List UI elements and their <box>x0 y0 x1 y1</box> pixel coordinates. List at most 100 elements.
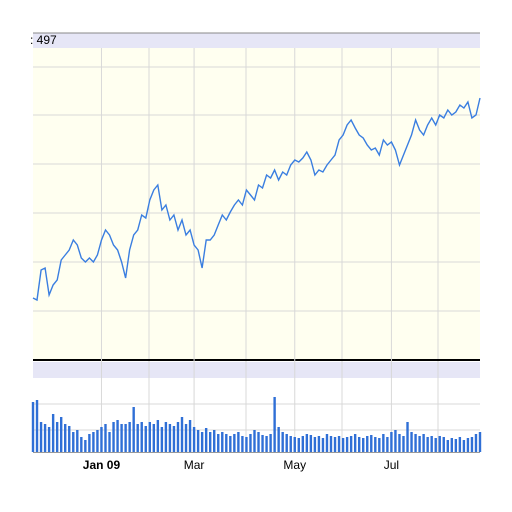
volume-bar <box>410 432 413 452</box>
volume-bar <box>345 437 349 452</box>
volume-bar <box>51 414 55 452</box>
volume-bar <box>229 436 232 452</box>
volume-bar <box>100 427 103 452</box>
volume-bar <box>341 438 345 452</box>
volume-bar <box>257 432 260 452</box>
volume-bar <box>406 422 409 452</box>
volume-bar <box>353 434 357 452</box>
volume-bar <box>470 437 474 452</box>
volume-bar <box>217 434 220 452</box>
volume-bar <box>136 424 139 452</box>
volume-bar <box>442 437 445 452</box>
volume-bar <box>88 434 91 452</box>
volume-bar <box>329 436 333 452</box>
price-line <box>32 97 481 302</box>
plot-area <box>33 48 480 360</box>
volume-bar <box>116 420 119 452</box>
volume-bar <box>317 436 321 452</box>
volume-bar <box>462 440 466 452</box>
volume-bar <box>43 424 47 452</box>
volume-bar <box>108 432 111 452</box>
volume-bar <box>293 437 296 452</box>
volume-bar <box>31 402 35 452</box>
volume-bar <box>321 438 325 452</box>
volume-bar <box>418 436 421 452</box>
volume-bar <box>458 437 462 452</box>
volume-bar <box>349 436 353 452</box>
volume-bar <box>176 422 180 452</box>
volume-bar <box>128 422 131 452</box>
volume-bar <box>370 435 373 452</box>
volume-bar <box>233 434 236 452</box>
volume-bar <box>454 439 458 452</box>
volume-bar <box>337 436 341 452</box>
volume-bar <box>196 430 200 452</box>
volume-bar <box>414 434 417 452</box>
volume-bar <box>180 417 184 452</box>
volume-bar <box>313 437 317 452</box>
volume-bar <box>55 422 59 452</box>
volume-bar <box>305 434 309 452</box>
volume-bar <box>80 437 83 452</box>
volume-bar <box>47 427 51 452</box>
volume-bar <box>297 438 300 452</box>
volume-bar <box>394 430 397 452</box>
volume-bar <box>446 440 449 452</box>
volume-bar <box>466 438 470 452</box>
volume-bar <box>474 434 478 452</box>
volume-bar <box>120 424 123 452</box>
volume-bar <box>478 432 482 452</box>
grid <box>33 48 480 452</box>
volume-bar <box>241 436 244 452</box>
volume-bar <box>64 424 67 452</box>
volume-bar <box>245 437 248 452</box>
volume-bar <box>265 436 268 452</box>
chart-title: : 497 <box>30 33 57 47</box>
volume-bar <box>309 435 313 452</box>
volume-bar <box>402 436 405 452</box>
volume-bar <box>378 438 381 452</box>
volume-bar <box>249 434 252 452</box>
volume-bar <box>59 417 63 452</box>
volume-bar <box>213 430 216 452</box>
volume-bar <box>192 427 196 452</box>
volume-bar <box>398 434 401 452</box>
volume-bar <box>184 424 188 452</box>
volume-bar <box>140 422 143 452</box>
volume-bar <box>164 422 168 452</box>
volume-bar <box>285 434 288 452</box>
volume-bar <box>325 434 329 452</box>
volume-bar <box>390 432 393 452</box>
volume-bar <box>144 426 147 452</box>
volume-bar <box>76 430 79 452</box>
title-band <box>33 33 480 48</box>
volume-bar <box>188 420 192 452</box>
volume-bar <box>148 422 151 452</box>
volume-bar <box>382 434 385 452</box>
volume-bar <box>84 440 87 452</box>
volume-bar <box>253 430 256 452</box>
volume-bar <box>269 434 272 452</box>
x-tick-label: Jul <box>384 458 399 472</box>
volume-bar <box>434 438 437 452</box>
volume-bar <box>160 427 164 452</box>
volume-bar <box>281 432 284 452</box>
volume-bar <box>301 436 305 452</box>
volume-bar <box>104 424 107 452</box>
volume-bar <box>366 436 369 452</box>
volume-bar <box>208 432 212 452</box>
volume-bar <box>35 400 39 452</box>
volume-bar <box>261 435 264 452</box>
volume-bar <box>96 430 99 452</box>
volume-bar <box>438 436 441 452</box>
volume-bar <box>72 432 75 452</box>
volume-bar <box>333 437 337 452</box>
volume-bar <box>430 436 433 452</box>
volume-bar <box>225 434 228 452</box>
volume-bar <box>273 397 276 452</box>
volume-bar <box>172 426 176 452</box>
volume-bar <box>156 420 160 452</box>
volume-bar <box>132 407 135 452</box>
volume-bar <box>68 426 71 452</box>
